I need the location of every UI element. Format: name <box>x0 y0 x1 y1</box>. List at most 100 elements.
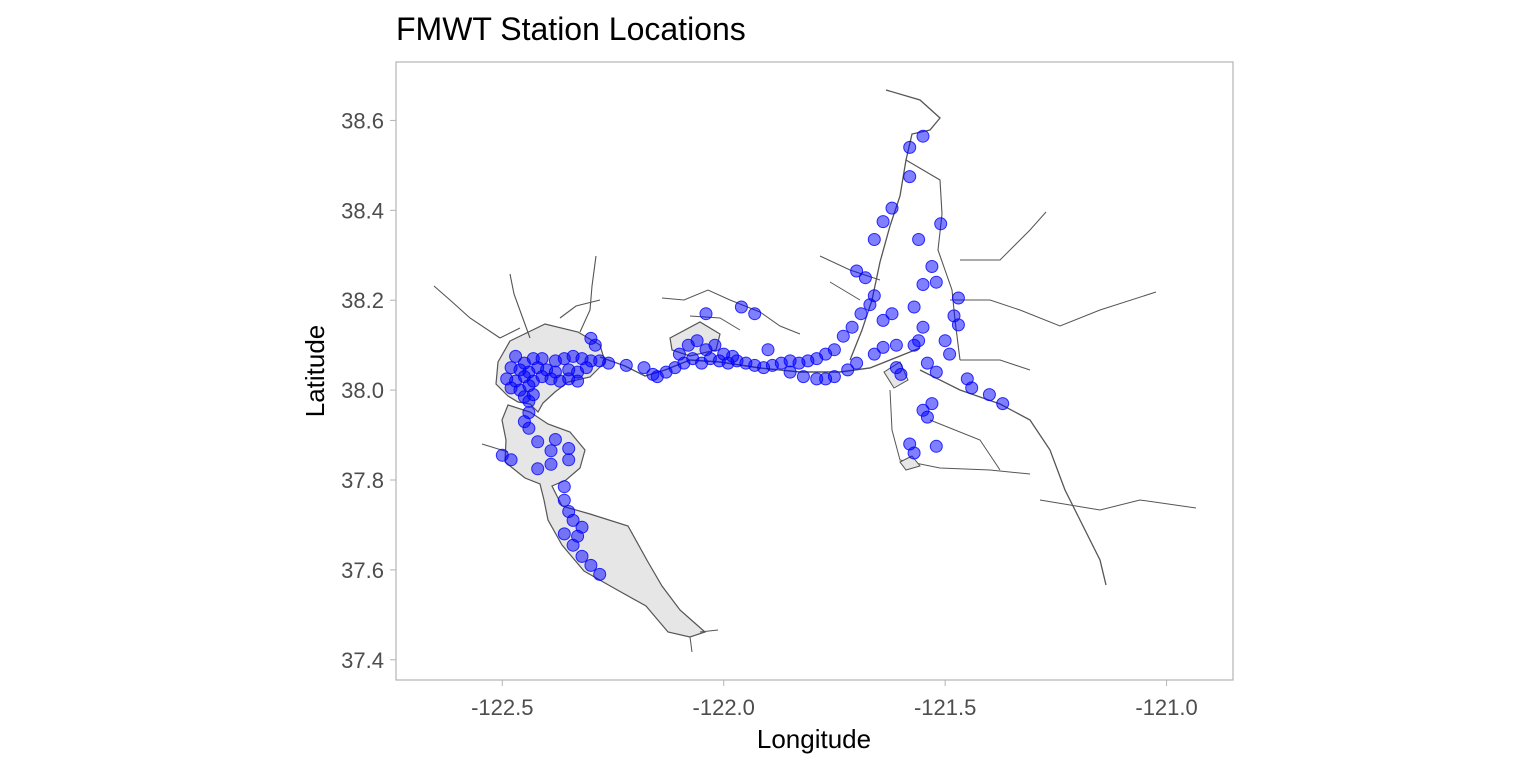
station-point <box>544 444 558 458</box>
station-point <box>566 538 580 552</box>
station-point <box>504 453 518 467</box>
station-point <box>726 349 740 363</box>
y-tick-label: 37.6 <box>341 558 384 583</box>
station-point <box>841 363 855 377</box>
suisun-marsh <box>661 289 801 335</box>
station-point <box>602 356 616 370</box>
station-point <box>761 343 775 357</box>
station-point <box>876 215 890 229</box>
station-point <box>783 365 797 379</box>
y-axis: 37.4 37.6 37.8 38.0 38.2 38.4 38.6 <box>341 108 396 673</box>
station-point <box>867 347 881 361</box>
station-point <box>867 289 881 303</box>
station-point <box>925 397 939 411</box>
station-point <box>827 343 841 357</box>
napa-river <box>433 255 601 339</box>
station-point <box>854 307 868 321</box>
y-tick-label: 37.8 <box>341 468 384 493</box>
station-point <box>929 365 943 379</box>
station-point <box>912 233 926 246</box>
station-point <box>557 527 571 541</box>
station-point <box>907 446 921 460</box>
station-point <box>690 334 704 348</box>
station-point <box>557 480 571 494</box>
station-point <box>562 442 576 455</box>
station-point <box>934 217 948 231</box>
station-point <box>531 462 545 476</box>
station-point <box>929 275 943 289</box>
station-point <box>925 260 939 273</box>
station-point <box>965 381 979 395</box>
x-tick-label: -121.0 <box>1135 695 1197 720</box>
station-point <box>907 300 921 314</box>
station-point <box>571 374 585 388</box>
y-tick-label: 38.6 <box>341 108 384 133</box>
station-point <box>557 493 571 507</box>
station-point <box>876 313 890 327</box>
station-point <box>562 453 576 467</box>
station-point <box>903 170 917 184</box>
chart-title: FMWT Station Locations <box>396 11 746 47</box>
station-point <box>850 264 864 278</box>
station-point <box>566 513 580 527</box>
station-point <box>929 439 943 453</box>
station-point <box>575 549 589 563</box>
station-point <box>951 291 965 305</box>
x-axis-title: Longitude <box>757 724 871 754</box>
y-axis-title: Latitude <box>300 325 330 418</box>
station-point <box>836 329 850 343</box>
station-point <box>579 361 593 375</box>
station-point <box>916 278 930 291</box>
station-point <box>903 140 917 154</box>
plot-panel <box>395 61 1234 681</box>
station-point <box>920 356 934 370</box>
x-axis: -122.5 -122.0 -121.5 -121.0 <box>471 680 1198 720</box>
sonoma-creek <box>499 273 531 339</box>
station-point <box>672 347 686 361</box>
station-point <box>889 338 903 352</box>
station-point <box>699 307 713 321</box>
san-joaquin-river <box>919 369 1107 586</box>
station-point <box>588 338 602 352</box>
station-point <box>996 397 1010 411</box>
x-tick-label: -122.5 <box>471 695 533 720</box>
station-point <box>734 300 748 314</box>
station-point <box>916 320 930 334</box>
station-point <box>845 320 859 334</box>
station-point <box>637 361 651 375</box>
station-point <box>938 334 952 348</box>
station-point <box>619 358 633 372</box>
station-point <box>951 318 965 332</box>
station-point <box>916 129 930 143</box>
station-point <box>876 340 890 354</box>
station-point <box>885 307 899 321</box>
x-tick-label: -121.5 <box>914 695 976 720</box>
y-tick-label: 38.4 <box>341 198 384 223</box>
sacramento-branch <box>905 159 961 361</box>
y-tick-label: 38.0 <box>341 378 384 403</box>
y-tick-label: 37.4 <box>341 648 384 673</box>
y-tick-label: 38.2 <box>341 288 384 313</box>
station-point <box>548 433 562 446</box>
delta-channels <box>819 211 1197 511</box>
station-point <box>920 410 934 424</box>
station-point <box>827 370 841 384</box>
station-point <box>748 307 762 321</box>
station-point <box>858 271 872 285</box>
x-tick-label: -122.0 <box>693 695 755 720</box>
station-point <box>867 233 881 246</box>
station-point <box>584 558 598 572</box>
station-point <box>509 349 523 363</box>
station-points <box>495 129 1010 581</box>
station-point <box>796 370 810 384</box>
station-point <box>522 421 536 435</box>
station-point <box>593 567 607 581</box>
station-point <box>531 435 545 449</box>
station-point <box>885 201 899 215</box>
station-point <box>982 388 996 402</box>
station-point <box>544 457 558 471</box>
station-point <box>943 347 957 361</box>
station-point <box>907 338 921 352</box>
station-point <box>850 356 864 370</box>
station-point <box>522 394 536 408</box>
